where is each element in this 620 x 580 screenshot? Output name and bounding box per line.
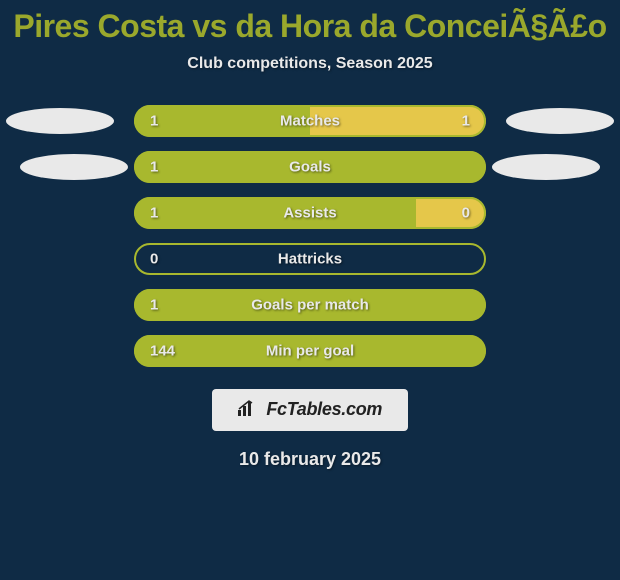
stat-right-value: 0 xyxy=(462,205,470,222)
page-title: Pires Costa vs da Hora da ConceiÃ§Ã£o xyxy=(0,0,620,45)
stat-label: Goals per match xyxy=(251,297,369,314)
player-ellipse-left xyxy=(6,108,114,134)
stat-label: Matches xyxy=(280,113,340,130)
logo-text: FcTables.com xyxy=(266,399,382,419)
logo-box: FcTables.com xyxy=(212,389,408,431)
stat-row: 0 Hattricks xyxy=(0,243,620,275)
stat-left-value: 1 xyxy=(150,113,158,130)
stat-left-value: 0 xyxy=(150,251,158,268)
stat-bar: 1 1 Matches xyxy=(134,105,486,137)
stat-bar: 1 0 Assists xyxy=(134,197,486,229)
stat-label: Assists xyxy=(283,205,336,222)
chart-icon xyxy=(238,400,258,421)
stat-label: Hattricks xyxy=(278,251,342,268)
comparison-infographic: Pires Costa vs da Hora da ConceiÃ§Ã£o Cl… xyxy=(0,0,620,580)
stat-row: 1 0 Assists xyxy=(0,197,620,229)
stat-row: 1 Goals per match xyxy=(0,289,620,321)
stat-row: 1 1 Matches xyxy=(0,105,620,137)
player-ellipse-right xyxy=(492,154,600,180)
stat-row: 144 Min per goal xyxy=(0,335,620,367)
stat-left-value: 1 xyxy=(150,205,158,222)
stats-area: 1 1 Matches 1 Goals 1 0 Assists 0 Hattricks 1 Goals… xyxy=(0,105,620,367)
stat-right-value: 1 xyxy=(462,113,470,130)
stat-row: 1 Goals xyxy=(0,151,620,183)
date-text: 10 february 2025 xyxy=(0,449,620,470)
player-ellipse-right xyxy=(506,108,614,134)
stat-label: Min per goal xyxy=(266,343,354,360)
player-ellipse-left xyxy=(20,154,128,180)
stat-left-value: 144 xyxy=(150,343,175,360)
stat-label: Goals xyxy=(289,159,331,176)
stat-bar: 144 Min per goal xyxy=(134,335,486,367)
stat-bar: 1 Goals per match xyxy=(134,289,486,321)
subtitle: Club competitions, Season 2025 xyxy=(0,55,620,73)
stat-bar: 1 Goals xyxy=(134,151,486,183)
stat-left-value: 1 xyxy=(150,297,158,314)
bar-right-fill xyxy=(416,197,486,229)
stat-left-value: 1 xyxy=(150,159,158,176)
bar-left-fill xyxy=(134,197,416,229)
stat-bar: 0 Hattricks xyxy=(134,243,486,275)
